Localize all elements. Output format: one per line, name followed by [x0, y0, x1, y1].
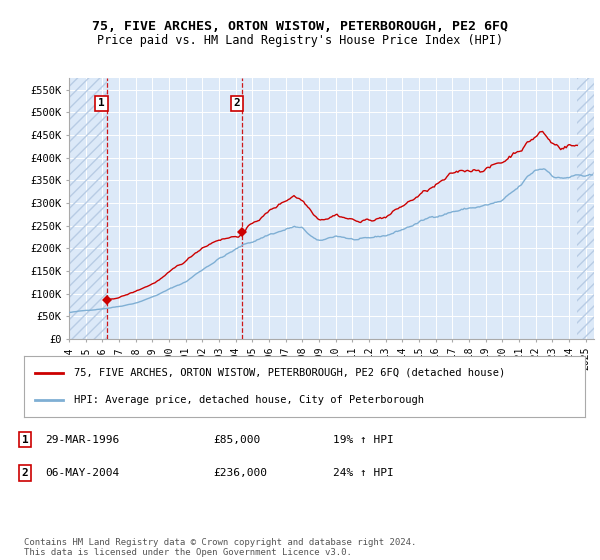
Text: Price paid vs. HM Land Registry's House Price Index (HPI): Price paid vs. HM Land Registry's House …: [97, 34, 503, 46]
Text: Contains HM Land Registry data © Crown copyright and database right 2024.
This d: Contains HM Land Registry data © Crown c…: [24, 538, 416, 557]
Text: 24% ↑ HPI: 24% ↑ HPI: [333, 468, 394, 478]
Text: 75, FIVE ARCHES, ORTON WISTOW, PETERBOROUGH, PE2 6FQ (detached house): 75, FIVE ARCHES, ORTON WISTOW, PETERBORO…: [74, 368, 506, 378]
Text: 29-MAR-1996: 29-MAR-1996: [45, 435, 119, 445]
Text: 06-MAY-2004: 06-MAY-2004: [45, 468, 119, 478]
Text: 19% ↑ HPI: 19% ↑ HPI: [333, 435, 394, 445]
Text: £85,000: £85,000: [213, 435, 260, 445]
Bar: [577, 78, 594, 339]
Text: 1: 1: [22, 435, 29, 445]
Text: 2: 2: [22, 468, 29, 478]
Text: 2: 2: [233, 99, 240, 108]
Text: £236,000: £236,000: [213, 468, 267, 478]
Text: 75, FIVE ARCHES, ORTON WISTOW, PETERBOROUGH, PE2 6FQ: 75, FIVE ARCHES, ORTON WISTOW, PETERBORO…: [92, 20, 508, 32]
Text: HPI: Average price, detached house, City of Peterborough: HPI: Average price, detached house, City…: [74, 395, 424, 405]
Bar: [69, 78, 107, 339]
Text: 1: 1: [98, 99, 105, 108]
